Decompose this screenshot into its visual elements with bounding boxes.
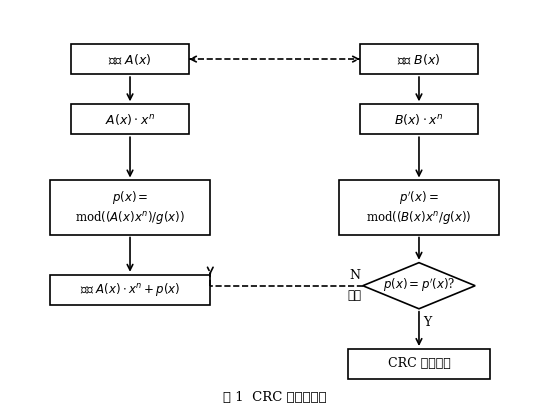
- FancyBboxPatch shape: [50, 275, 210, 305]
- Polygon shape: [363, 263, 475, 309]
- Text: $A(x)\cdot x^n$: $A(x)\cdot x^n$: [105, 112, 155, 127]
- FancyBboxPatch shape: [50, 181, 210, 234]
- Text: CRC 校验正确: CRC 校验正确: [388, 357, 450, 371]
- Text: Y: Y: [423, 316, 431, 329]
- Text: $p(x)=p'(x)$?: $p(x)=p'(x)$?: [383, 277, 455, 295]
- Text: 重发: 重发: [348, 289, 362, 302]
- FancyBboxPatch shape: [348, 349, 490, 379]
- Text: $B(x)\cdot x^n$: $B(x)\cdot x^n$: [394, 112, 444, 127]
- Text: $p(x)=$
mod$((A(x)x^n)/g(x))$: $p(x)=$ mod$((A(x)x^n)/g(x))$: [75, 189, 185, 226]
- Text: 接收 $B(x)$: 接收 $B(x)$: [397, 51, 441, 66]
- FancyBboxPatch shape: [339, 181, 499, 234]
- Text: N: N: [349, 269, 360, 282]
- FancyBboxPatch shape: [360, 44, 478, 74]
- Text: 图 1  CRC 校验原理图: 图 1 CRC 校验原理图: [223, 391, 326, 404]
- Text: 发送 $A(x)$: 发送 $A(x)$: [108, 51, 152, 66]
- Text: 发送 $A(x)\cdot x^n+p(x)$: 发送 $A(x)\cdot x^n+p(x)$: [80, 281, 180, 298]
- FancyBboxPatch shape: [71, 44, 189, 74]
- Text: $p'(x)=$
mod$((B(x)x^n/g(x))$: $p'(x)=$ mod$((B(x)x^n/g(x))$: [366, 189, 472, 226]
- FancyBboxPatch shape: [360, 104, 478, 134]
- FancyBboxPatch shape: [71, 104, 189, 134]
